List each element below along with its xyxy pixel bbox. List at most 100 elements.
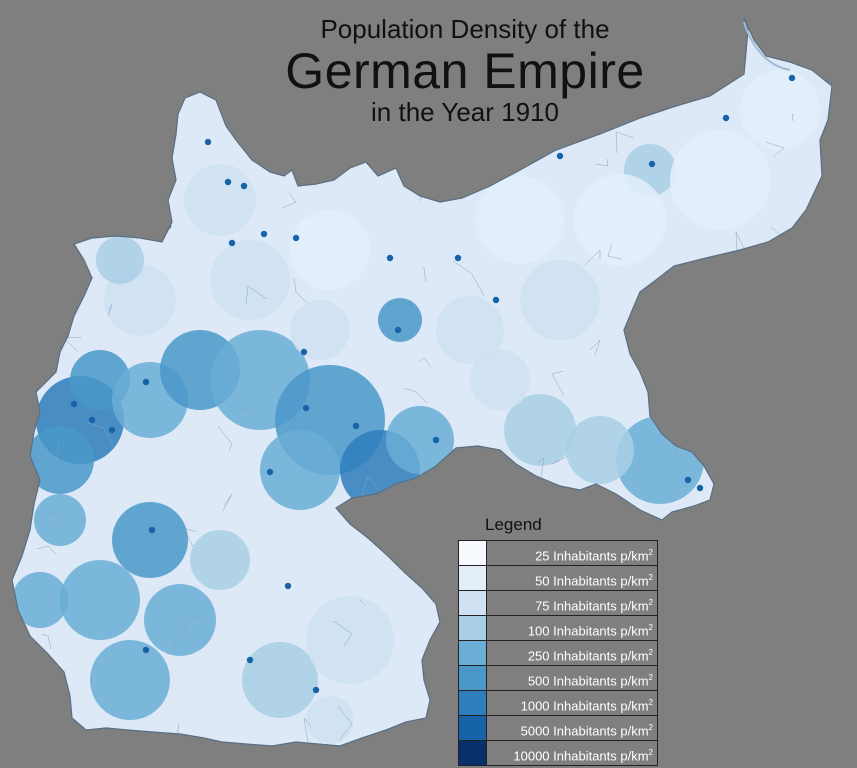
legend-value: 50 (535, 573, 550, 589)
density-region (242, 642, 318, 718)
district-boundary (359, 599, 366, 606)
legend-value: 75 (535, 598, 550, 614)
density-region (740, 70, 820, 150)
density-region (210, 240, 290, 320)
legend-swatch (459, 641, 487, 665)
city-spot (142, 378, 150, 386)
legend-label: 75 Inhabitants p/km2 (487, 591, 657, 615)
legend-unit-superscript: 2 (648, 748, 653, 757)
legend-label: 1000 Inhabitants p/km2 (487, 691, 657, 715)
density-region (144, 584, 216, 656)
city-spot (240, 182, 248, 190)
district-boundary (51, 442, 60, 463)
district-boundary (156, 185, 169, 205)
legend-swatch (459, 591, 487, 615)
district-boundary (417, 357, 432, 368)
legend-row: 5000 Inhabitants p/km2 (459, 716, 657, 741)
legend-swatch (459, 566, 487, 590)
legend-label: 500 Inhabitants p/km2 (487, 666, 657, 690)
city-spot (108, 426, 116, 434)
city-spot (312, 686, 320, 694)
title-line-3: in the Year 1910 (371, 97, 559, 127)
legend-label: 5000 Inhabitants p/km2 (487, 716, 657, 740)
city-spot (386, 254, 394, 262)
city-spot (260, 230, 268, 238)
density-region (306, 696, 354, 744)
density-region (190, 530, 250, 590)
legend-unit: Inhabitants p/km (553, 648, 649, 664)
legend-unit: Inhabitants p/km (553, 548, 649, 564)
city-spot (648, 160, 656, 168)
density-region (436, 296, 504, 364)
district-boundary (104, 209, 131, 221)
legend-swatch (459, 691, 487, 715)
district-boundary (102, 213, 115, 232)
legend-unit-superscript: 2 (648, 548, 653, 557)
density-region (184, 164, 256, 236)
legend-swatch (459, 716, 487, 740)
district-boundary (735, 231, 745, 254)
density-region (112, 502, 188, 578)
density-region (566, 416, 634, 484)
legend-value: 100 (527, 623, 550, 639)
city-spot (556, 152, 564, 160)
legend-unit: Inhabitants p/km (553, 573, 649, 589)
legend-row: 1000 Inhabitants p/km2 (459, 691, 657, 716)
legend-unit-superscript: 2 (648, 723, 653, 732)
district-boundary (337, 705, 353, 742)
city-spot (302, 404, 310, 412)
legend-swatch (459, 541, 487, 565)
city-spot (142, 646, 150, 654)
empire-border (11, 17, 833, 747)
legend-label: 50 Inhabitants p/km2 (487, 566, 657, 590)
legend: Legend 25 Inhabitants p/km2 50 Inhabitant… (458, 514, 658, 766)
legend-unit: Inhabitants p/km (553, 698, 649, 714)
legend-row: 250 Inhabitants p/km2 (459, 641, 657, 666)
density-region (378, 298, 422, 342)
district-boundary (166, 637, 177, 654)
district-boundary (765, 141, 785, 158)
legend-value: 10000 (513, 748, 550, 764)
city-spot (204, 138, 212, 146)
legend-label: 100 Inhabitants p/km2 (487, 616, 657, 640)
district-boundary (151, 95, 172, 110)
density-region (520, 260, 600, 340)
district-boundary (726, 438, 737, 455)
density-region (476, 176, 564, 264)
legend-value: 250 (527, 648, 550, 664)
district-boundary (671, 560, 680, 567)
district-boundary (354, 509, 370, 516)
district-boundary (183, 527, 197, 548)
legend-label: 250 Inhabitants p/km2 (487, 641, 657, 665)
city-spot (284, 582, 292, 590)
legend-unit: Inhabitants p/km (553, 723, 649, 739)
district-boundary (589, 339, 601, 356)
city-spot (432, 436, 440, 444)
district-boundary (222, 493, 233, 512)
density-region (670, 130, 770, 230)
legend-value: 25 (535, 548, 550, 564)
city-spot (88, 416, 96, 424)
district-boundary (332, 620, 353, 647)
district-boundary (615, 131, 635, 154)
title-line-1: Population Density of the (320, 14, 610, 44)
legend-unit: Inhabitants p/km (553, 748, 649, 764)
legend-value: 500 (527, 673, 550, 689)
city-spot (696, 484, 704, 492)
legend-label: 25 Inhabitants p/km2 (487, 541, 657, 565)
legend-unit-superscript: 2 (648, 698, 653, 707)
density-region (260, 430, 340, 510)
legend-unit-superscript: 2 (648, 673, 653, 682)
district-boundary (731, 317, 750, 334)
district-boundary (474, 149, 481, 160)
city-spot (224, 178, 232, 186)
legend-swatch (459, 616, 487, 640)
density-region (306, 596, 394, 684)
district-boundary (422, 266, 427, 283)
district-boundary (183, 616, 202, 643)
legend-row: 50 Inhabitants p/km2 (459, 566, 657, 591)
density-region (60, 560, 140, 640)
density-region (574, 174, 666, 266)
city-spot (492, 296, 500, 304)
density-region (650, 290, 730, 370)
